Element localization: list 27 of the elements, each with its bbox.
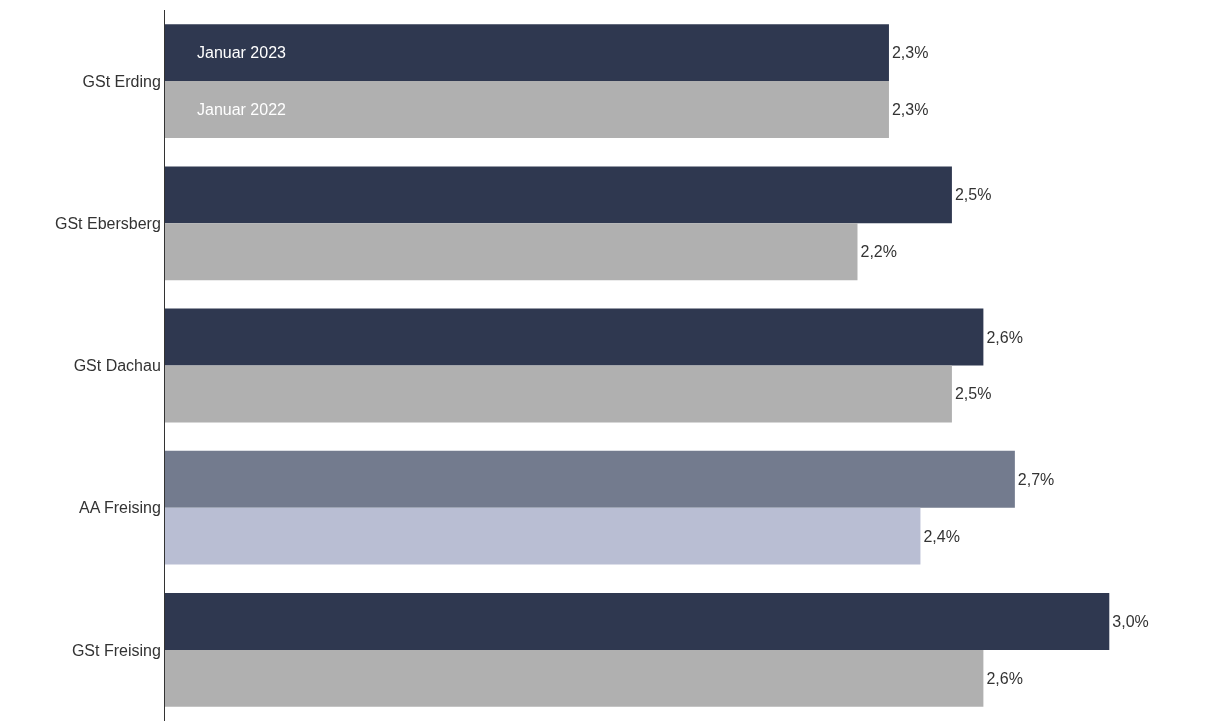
data-label: 2,5%: [954, 186, 992, 204]
bar: [165, 450, 1015, 508]
bar: [165, 593, 1110, 650]
bar: [165, 507, 921, 565]
y-tick-label: GSt Ebersberg: [54, 214, 161, 232]
bar: [165, 365, 952, 423]
data-label: 2,4%: [923, 527, 960, 545]
data-label: 2,2%: [860, 243, 897, 261]
series-label: Januar 2022: [197, 101, 287, 118]
data-label: 3,0%: [1112, 612, 1149, 630]
data-label: 2,5%: [954, 385, 992, 403]
y-tick-label: GSt Dachau: [73, 357, 161, 375]
data-label: 2,6%: [986, 669, 1023, 687]
data-label: 2,6%: [986, 328, 1023, 346]
bar: [165, 649, 984, 707]
bar: [165, 223, 858, 281]
data-label: 2,3%: [891, 44, 929, 62]
y-tick-label: AA Freising: [78, 499, 161, 517]
data-label: 2,7%: [1017, 470, 1055, 488]
bar: [165, 166, 952, 224]
bar: [165, 24, 889, 82]
y-tick-label: GSt Freising: [71, 641, 161, 659]
series-label: Januar 2023: [197, 44, 287, 61]
bar: [165, 81, 889, 138]
bar: [165, 308, 984, 366]
y-tick-label: GSt Erding: [82, 72, 161, 90]
data-label: 2,3%: [891, 101, 929, 119]
